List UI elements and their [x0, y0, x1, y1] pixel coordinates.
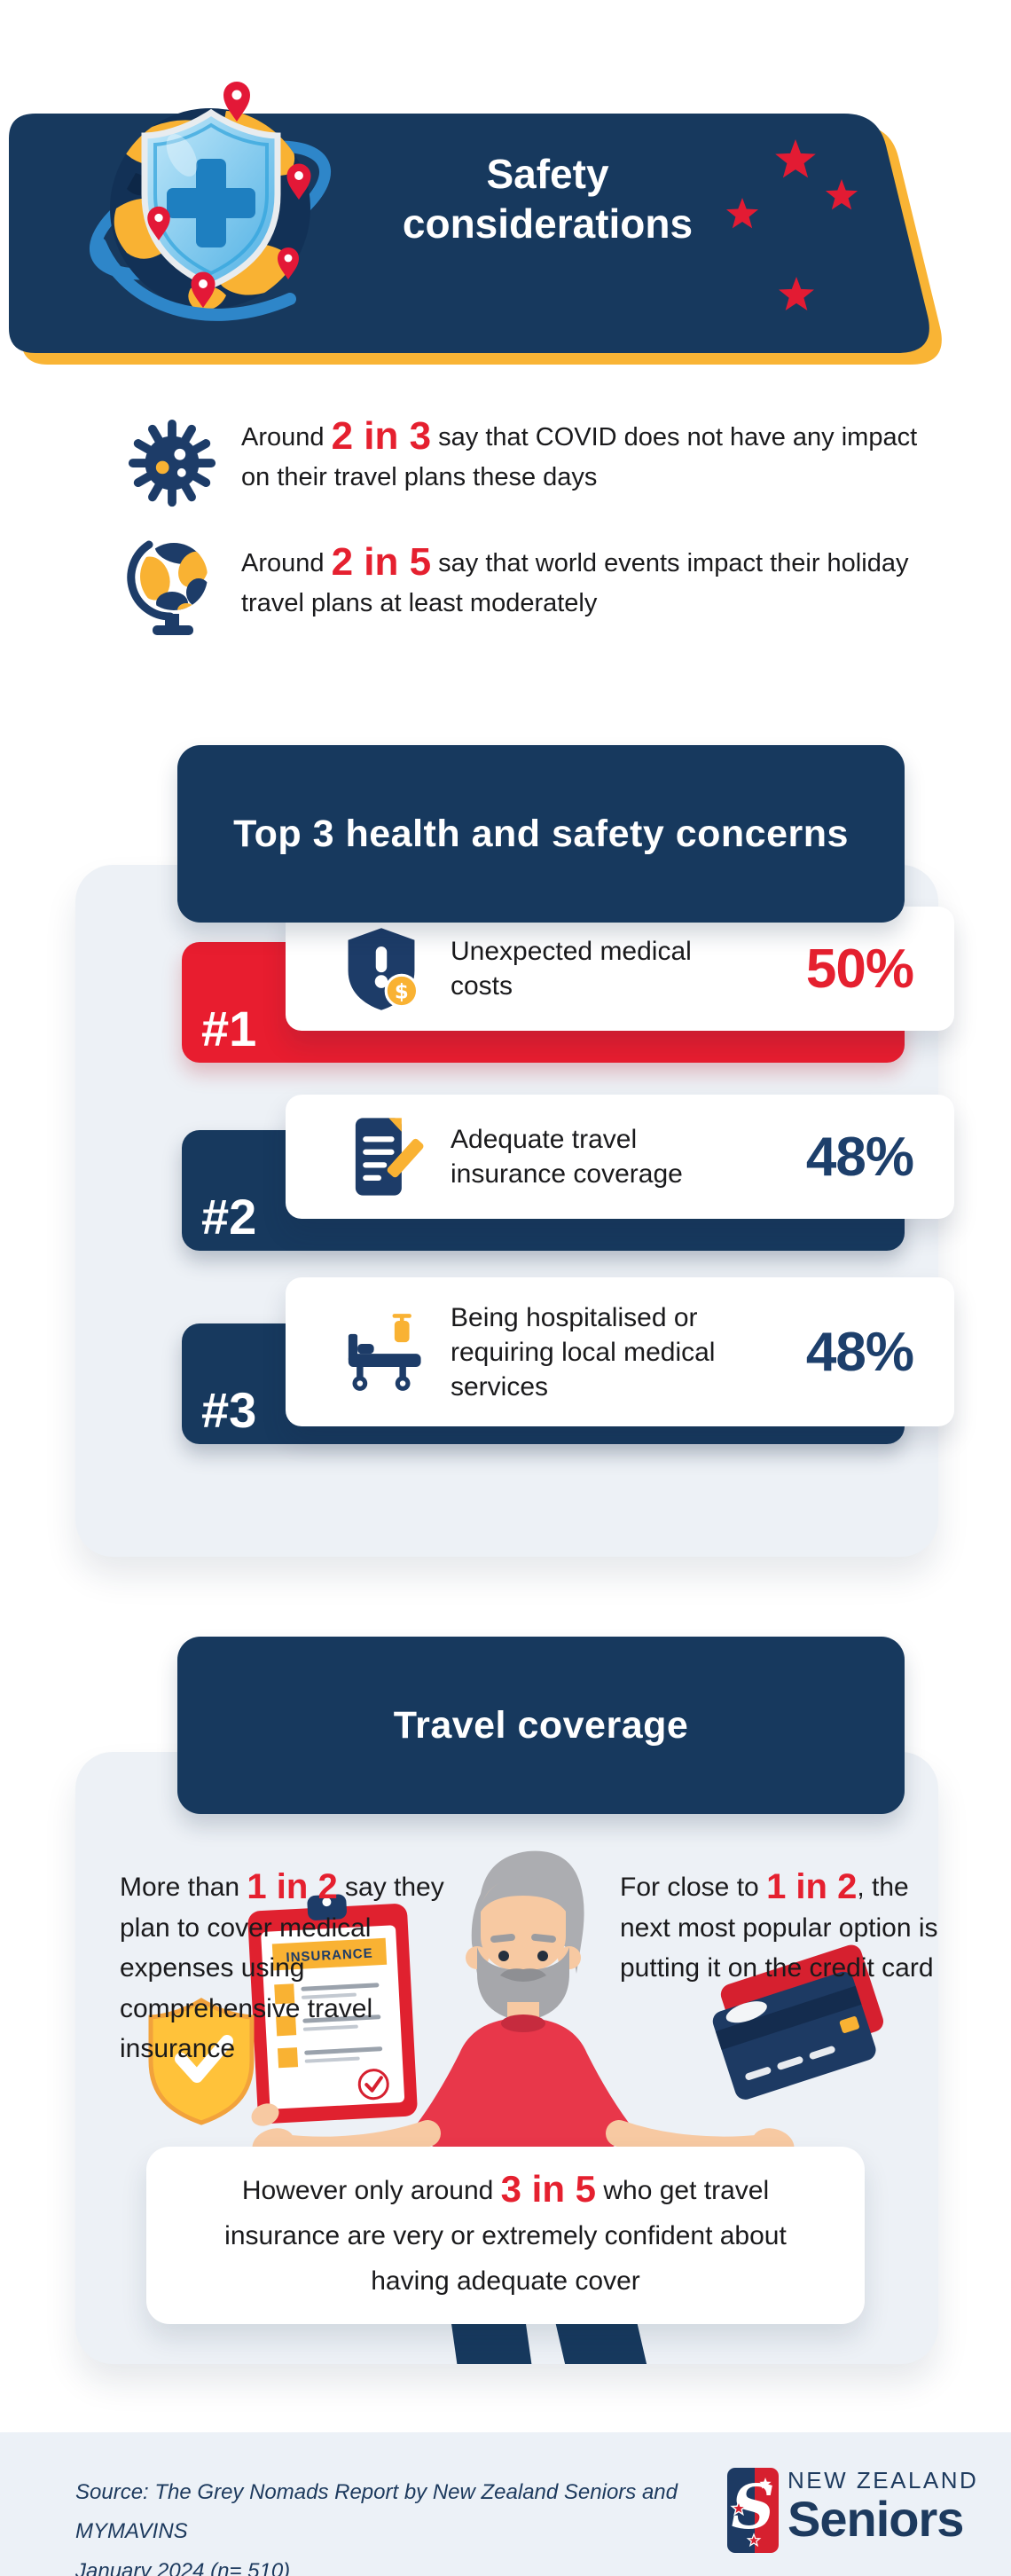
concern-row-3: Being hospitalised or requiring local me…	[286, 1277, 954, 1426]
concern-label: Being hospitalised or requiring local me…	[451, 1302, 716, 1402]
stat-prefix: More than	[120, 1873, 247, 1902]
clipboard-title: INSURANCE	[286, 1946, 373, 1966]
star-icon	[759, 2478, 772, 2489]
source-line-1: Source: The Grey Nomads Report by New Ze…	[75, 2480, 678, 2544]
star-icon	[746, 2533, 762, 2548]
shield-check-icon	[148, 1998, 255, 2125]
stat-world-events: Around 2 in 5 say that world events impa…	[241, 543, 942, 624]
hospital-bed-icon	[348, 1313, 421, 1391]
concern-value: 50%	[805, 938, 914, 1000]
rank-label: #1	[201, 1001, 257, 1056]
stat-prefix: However only around	[241, 2175, 501, 2205]
stat-prefix: For close to	[620, 1873, 767, 1902]
stat-suffix: say that COVID does not have any impact …	[241, 423, 918, 491]
stat-prefix: Around	[241, 423, 332, 452]
virus-icon	[128, 419, 216, 507]
stat-suffix: , the next most popular option is puttin…	[620, 1873, 938, 1983]
page-title: Safety considerations	[402, 151, 694, 247]
map-pin-icons	[147, 82, 311, 308]
desk-globe-icon	[127, 540, 208, 635]
concern-label: Unexpected medical costs	[451, 937, 692, 1001]
stat-suffix: who get travel insurance are very or ext…	[224, 2175, 787, 2296]
globe-shield-illustration	[89, 82, 332, 321]
nz-seniors-logo: S NEW ZEALAND Seniors	[727, 2468, 978, 2553]
coverage-right-stat: For close to 1 in 2, the next most popul…	[620, 1867, 957, 1989]
stat-highlight: 1 in 2	[766, 1867, 858, 1906]
star-icon	[725, 198, 759, 229]
stat-suffix: say they plan to cover medical expenses …	[120, 1873, 444, 2064]
section-title: Top 3 health and safety concerns	[233, 812, 849, 855]
coverage-left-stat: More than 1 in 2 say they plan to cover …	[120, 1867, 466, 2069]
rank-label: #2	[201, 1189, 257, 1245]
star-icon	[825, 179, 858, 210]
stat-covid-impact: Around 2 in 3 say that COVID does not ha…	[241, 417, 942, 498]
stat-highlight: 2 in 3	[331, 414, 432, 458]
stat-highlight: 1 in 2	[247, 1867, 338, 1906]
southern-cross-stars	[725, 139, 858, 310]
concern-row-1: $ Unexpected medical costs 50%	[286, 907, 954, 1031]
rank-label: #3	[201, 1382, 257, 1438]
source-line-2: January 2024 (n= 510)	[75, 2558, 291, 2576]
concern-label: Adequate travel insurance coverage	[451, 1125, 683, 1189]
logo-text-seniors: Seniors	[788, 2490, 964, 2547]
logo-text-new-zealand: NEW ZEALAND	[788, 2467, 979, 2494]
shield-alert-dollar-icon: $	[348, 928, 419, 1010]
stat-highlight: 3 in 5	[500, 2167, 597, 2210]
top-concerns-section: Top 3 health and safety concerns #1 $ Un…	[75, 745, 954, 1557]
confidence-note: However only around 3 in 5 who get trave…	[204, 2168, 807, 2304]
section-title: Travel coverage	[393, 1703, 689, 1747]
travel-coverage-section: Travel coverage More than 1 in 2 say the…	[75, 1637, 938, 2399]
insurance-clipboard-illustration: INSURANCE	[148, 1894, 418, 2126]
credit-cards-illustration	[712, 1944, 884, 2100]
confidence-note-card: However only around 3 in 5 who get trave…	[146, 2147, 865, 2324]
star-icon	[730, 2499, 748, 2517]
concern-value: 48%	[805, 1126, 914, 1188]
insurance-document-icon	[355, 1118, 424, 1196]
stat-highlight: 2 in 5	[331, 540, 432, 584]
shield-plus-icon	[141, 108, 281, 289]
clipboard: INSURANCE	[247, 1894, 418, 2124]
concern-value: 48%	[805, 1321, 914, 1383]
top-concerns-header: Top 3 health and safety concerns	[177, 745, 905, 923]
nz-seniors-emblem-icon: S	[727, 2468, 779, 2553]
orbit-ring-front	[94, 238, 296, 321]
dollar-glyph: $	[395, 980, 409, 1003]
footer-band: Source: The Grey Nomads Report by New Ze…	[0, 2432, 1011, 2576]
star-icon	[775, 139, 816, 178]
star-icon	[779, 277, 814, 310]
concern-row-2: Adequate travel insurance coverage 48%	[286, 1095, 954, 1219]
stat-prefix: Around	[241, 549, 332, 577]
stat-suffix: say that world events impact their holid…	[241, 549, 909, 617]
source-note: Source: The Grey Nomads Report by New Ze…	[75, 2473, 696, 2576]
thumb	[251, 2103, 279, 2126]
travel-coverage-header: Travel coverage	[177, 1637, 905, 1814]
